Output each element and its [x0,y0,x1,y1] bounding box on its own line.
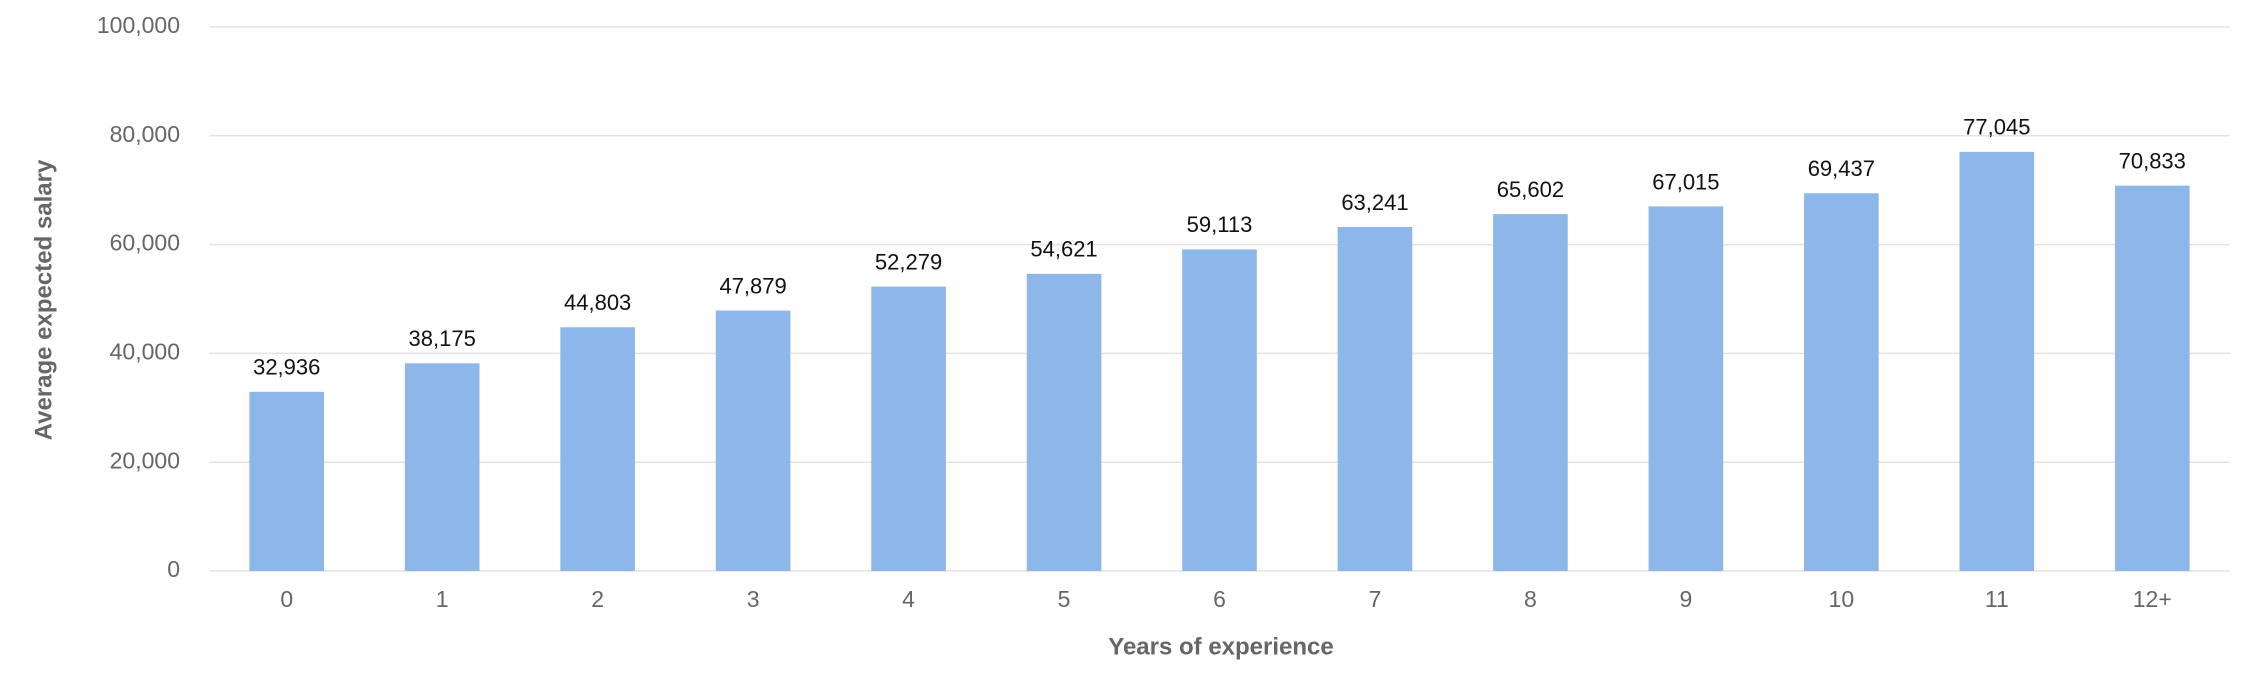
value-label: 52,279 [875,249,942,274]
value-label: 47,879 [719,273,786,298]
bar [715,310,791,571]
bar [871,286,946,571]
value-label: 59,113 [1187,212,1253,237]
x-tick-label: 1 [436,586,449,612]
value-label: 69,437 [1808,156,1875,181]
value-label: 44,803 [564,290,631,315]
value-label: 54,621 [1030,237,1097,262]
bar [404,363,480,571]
bar [249,391,325,571]
bar [1804,193,1879,571]
x-tick-label: 12+ [2133,586,2172,612]
x-tick-label: 5 [1058,586,1071,612]
value-label: 70,833 [2119,148,2186,173]
x-tick-label: 8 [1524,586,1537,612]
bar [1493,214,1568,571]
x-tick-label: 7 [1369,586,1382,612]
x-tick-label: 4 [902,586,915,612]
bar [1959,151,2035,572]
x-tick-label: 9 [1679,586,1692,612]
value-label: 38,175 [409,326,476,351]
x-tick-label: 3 [747,586,760,612]
y-tick-label: 100,000 [97,12,180,38]
x-tick-label: 0 [280,586,293,612]
bar [560,327,635,571]
x-tick-label: 6 [1213,586,1226,612]
bar [1026,273,1102,571]
value-label: 77,045 [1963,115,2030,140]
value-label: 32,936 [253,355,320,380]
x-tick-label: 10 [1829,586,1855,612]
x-axis-title: Years of experience [1108,633,1333,660]
bar [1337,226,1413,571]
y-tick-label: 40,000 [110,338,180,364]
bar [1182,249,1257,571]
y-tick-label: 80,000 [110,121,180,147]
value-label: 65,602 [1497,177,1564,202]
value-label: 67,015 [1652,169,1719,194]
bar [2114,185,2190,571]
y-tick-label: 60,000 [110,230,180,256]
y-tick-label: 0 [167,556,180,582]
bar [1648,206,1724,571]
value-label: 63,241 [1341,190,1408,215]
x-tick-label: 2 [591,586,604,612]
x-tick-label: 11 [1985,586,2009,612]
y-axis-title: Average expected salary [30,159,57,440]
y-tick-label: 20,000 [110,447,180,473]
